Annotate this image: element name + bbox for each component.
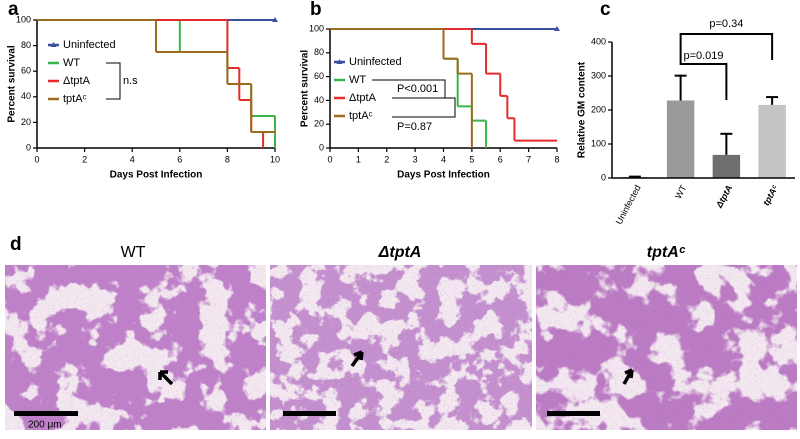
scale-bar [547,411,600,416]
y-tick-label: 60 [314,71,324,81]
y-tick-label: 40 [21,91,31,101]
scale-bar [283,411,336,416]
y-axis-label: Percent survival [7,45,18,122]
y-tick-label: 0 [601,172,606,182]
x-tick-label: 5 [469,154,474,164]
legend-label: ΔtptA [63,75,91,87]
bracket [106,62,121,100]
y-tick-label: 80 [21,40,31,50]
y-axis-label: Relative GM content [577,61,588,158]
bracket [679,33,774,60]
legend-label: ΔtptA [349,92,377,104]
x-tick-label: Uninfected [614,183,643,226]
legend-label: WT [349,74,366,86]
x-tick-label: WT [673,183,689,200]
x-tick-label: 0 [34,154,39,164]
x-axis-label: Days Post Infection [397,170,490,181]
y-tick-label: 40 [314,95,324,105]
end-marker [554,26,560,31]
arrow [158,370,174,386]
end-marker [272,17,278,22]
panel-label: c [600,0,611,20]
image-panels: 200 μm d WT ΔtptA tptAᶜ [5,234,797,431]
y-tick-label: 100 [309,23,324,33]
y-tick-label: 20 [314,119,324,129]
y-tick-label: 400 [591,36,606,46]
legend-label: Uninfected [349,56,402,68]
legend-marker [50,42,57,47]
arrow [350,350,364,368]
x-tick-label: 8 [225,154,230,164]
x-tick-label: 7 [526,154,531,164]
divider [532,265,536,430]
annotation: P=0.87 [397,121,432,133]
bracket [392,97,456,118]
x-tick-label: 2 [384,154,389,164]
image-title: ΔtptA [378,244,422,261]
y-tick-label: 20 [21,117,31,127]
x-tick-label: 4 [441,154,446,164]
x-tick-label: tptAᶜ [761,183,780,207]
y-tick-label: 200 [591,104,606,114]
legend-label: tptAᶜ [349,110,373,122]
scale-bar-label: 200 μm [28,420,62,431]
panel-label: a [8,0,19,20]
bar [712,154,741,178]
bracket [679,56,728,100]
x-tick-label: 0 [327,154,332,164]
image-title: tptAᶜ [647,244,686,261]
y-tick-label: 60 [21,66,31,76]
image-title: WT [121,244,146,261]
y-tick-label: 100 [591,138,606,148]
legend-label: tptAᶜ [63,93,87,105]
legend-label: WT [63,57,80,69]
panel-label: b [310,0,322,20]
y-tick-label: 0 [26,142,31,152]
x-tick-label: 6 [498,154,503,164]
bar [758,104,786,178]
x-tick-label: 10 [270,154,280,164]
y-tick-label: 80 [314,47,324,57]
arrow [622,368,634,385]
annotation: P<0.001 [397,83,438,95]
x-tick-label: 1 [356,154,361,164]
histology-speckle [5,265,797,430]
bar [666,100,695,178]
annotation: n.s [123,75,138,87]
y-tick-label: 300 [591,70,606,80]
x-axis-label: Days Post Infection [110,170,203,181]
x-tick-label: 8 [554,154,559,164]
divider [266,265,270,430]
annotation: p=0.34 [709,18,743,30]
legend-label: Uninfected [63,39,116,51]
x-tick-label: 4 [130,154,135,164]
y-axis-label: Percent survival [300,50,311,127]
x-tick-label: ΔtptA [714,183,735,210]
panel-label: d [10,234,22,255]
scale-bar [14,411,78,416]
y-tick-label: 100 [16,14,31,24]
x-tick-label: 2 [82,154,87,164]
annotation: p=0.019 [683,50,723,62]
x-tick-label: 6 [177,154,182,164]
x-tick-label: 3 [413,154,418,164]
legend-marker [336,59,343,64]
y-tick-label: 0 [319,142,324,152]
